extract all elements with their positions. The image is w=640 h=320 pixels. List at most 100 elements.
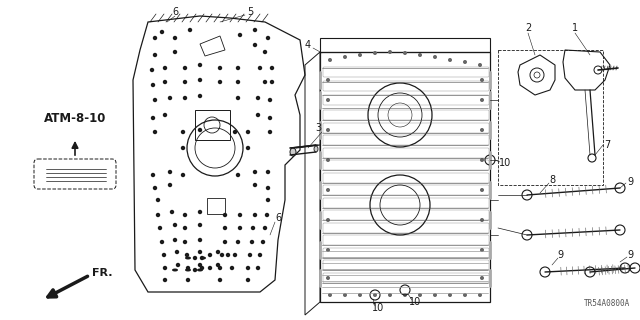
Circle shape <box>268 130 272 134</box>
Circle shape <box>153 130 157 134</box>
Circle shape <box>163 80 167 84</box>
Circle shape <box>256 113 260 117</box>
Circle shape <box>198 63 202 67</box>
Ellipse shape <box>185 268 191 271</box>
Circle shape <box>200 266 204 270</box>
Circle shape <box>183 213 188 217</box>
Circle shape <box>236 80 240 84</box>
Circle shape <box>433 293 437 297</box>
Circle shape <box>218 80 222 84</box>
Circle shape <box>216 263 220 267</box>
Circle shape <box>448 58 452 62</box>
Circle shape <box>163 113 167 117</box>
Circle shape <box>236 240 240 244</box>
Text: 1: 1 <box>572 23 578 33</box>
Circle shape <box>156 213 160 217</box>
Circle shape <box>218 66 222 70</box>
Circle shape <box>162 253 166 257</box>
Circle shape <box>181 173 185 177</box>
Circle shape <box>156 198 160 202</box>
Circle shape <box>263 226 268 230</box>
Text: 2: 2 <box>525 23 531 33</box>
Circle shape <box>151 173 155 177</box>
Circle shape <box>181 146 185 150</box>
Circle shape <box>343 55 347 59</box>
Circle shape <box>478 63 482 67</box>
Text: 6: 6 <box>275 213 281 223</box>
Circle shape <box>168 183 172 187</box>
Circle shape <box>208 253 212 257</box>
Circle shape <box>478 293 482 297</box>
Text: TR54A0800A: TR54A0800A <box>584 299 630 308</box>
Ellipse shape <box>172 268 178 271</box>
Circle shape <box>480 276 484 280</box>
Text: 10: 10 <box>499 158 511 168</box>
Text: 10: 10 <box>409 297 421 307</box>
Circle shape <box>268 116 272 120</box>
Circle shape <box>198 263 202 267</box>
Circle shape <box>261 240 265 244</box>
Circle shape <box>258 66 262 70</box>
Circle shape <box>480 98 484 102</box>
Circle shape <box>183 226 188 230</box>
Circle shape <box>181 130 185 134</box>
Circle shape <box>373 51 377 55</box>
Circle shape <box>258 253 262 257</box>
Circle shape <box>173 238 177 242</box>
Text: ATM-8-10: ATM-8-10 <box>44 111 106 124</box>
Circle shape <box>253 170 257 174</box>
Circle shape <box>173 36 177 40</box>
Ellipse shape <box>314 146 318 152</box>
Circle shape <box>168 96 172 100</box>
Circle shape <box>183 240 188 244</box>
Circle shape <box>193 256 197 260</box>
Circle shape <box>326 98 330 102</box>
Circle shape <box>480 78 484 82</box>
Circle shape <box>163 266 167 270</box>
Circle shape <box>268 98 272 102</box>
Text: 7: 7 <box>604 140 610 150</box>
Circle shape <box>480 188 484 192</box>
Circle shape <box>163 278 167 282</box>
Circle shape <box>326 218 330 222</box>
Text: 10: 10 <box>372 303 384 313</box>
Circle shape <box>176 263 180 267</box>
Circle shape <box>168 170 172 174</box>
Circle shape <box>463 60 467 64</box>
Circle shape <box>198 238 202 242</box>
Circle shape <box>183 96 188 100</box>
Circle shape <box>198 78 202 82</box>
Circle shape <box>326 276 330 280</box>
Circle shape <box>403 51 407 55</box>
Circle shape <box>373 293 377 297</box>
Circle shape <box>403 293 407 297</box>
Circle shape <box>236 96 240 100</box>
Circle shape <box>266 186 270 190</box>
Circle shape <box>270 66 274 70</box>
Circle shape <box>175 250 179 254</box>
Circle shape <box>246 130 250 134</box>
Circle shape <box>480 248 484 252</box>
Circle shape <box>198 128 202 132</box>
Circle shape <box>238 213 242 217</box>
Circle shape <box>153 186 157 190</box>
Circle shape <box>223 240 227 244</box>
Circle shape <box>160 240 164 244</box>
Circle shape <box>251 226 255 230</box>
Circle shape <box>208 266 212 270</box>
Circle shape <box>233 130 237 134</box>
Circle shape <box>256 266 260 270</box>
Circle shape <box>233 253 237 257</box>
Circle shape <box>200 256 204 260</box>
Bar <box>320 52 490 302</box>
Circle shape <box>220 253 224 257</box>
Ellipse shape <box>290 148 296 156</box>
Circle shape <box>256 96 260 100</box>
Circle shape <box>236 66 240 70</box>
Circle shape <box>246 278 250 282</box>
Circle shape <box>328 58 332 62</box>
Circle shape <box>198 94 202 98</box>
Circle shape <box>151 116 155 120</box>
Circle shape <box>343 293 347 297</box>
Text: 8: 8 <box>549 175 555 185</box>
